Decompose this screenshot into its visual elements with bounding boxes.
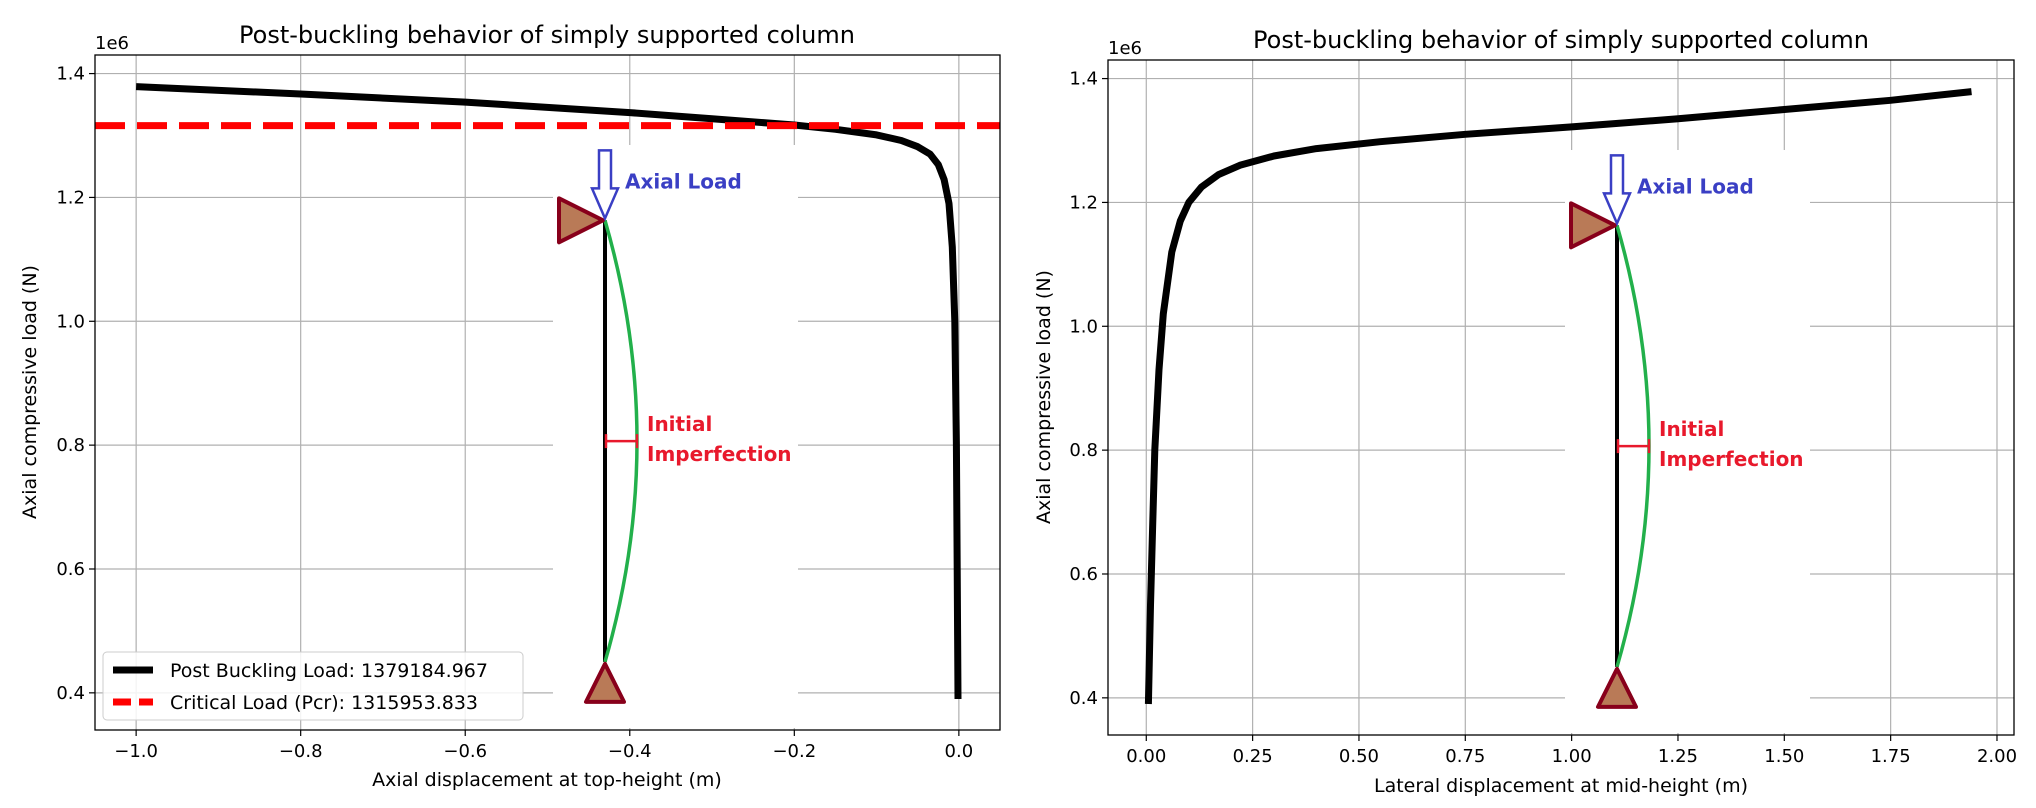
- y-tick-label: 1.2: [1069, 192, 1098, 213]
- axial-load-label: Axial Load: [625, 169, 742, 193]
- inset-background: [553, 145, 798, 728]
- imperfection-label: Initial: [1659, 417, 1724, 441]
- y-offset-label: 1e6: [1108, 38, 1142, 59]
- column-schematic-inset: Initial Imperfection Axial Load: [1565, 150, 1810, 733]
- y-offset-label: 1e6: [95, 33, 129, 54]
- x-tick-label: 1.50: [1764, 746, 1804, 767]
- y-tick-label: 0.4: [56, 683, 85, 704]
- legend: Post Buckling Load: 1379184.967 Critical…: [102, 651, 524, 721]
- x-tick-label: 0.75: [1445, 746, 1485, 767]
- x-tick-label: −1.0: [114, 741, 158, 762]
- x-tick-label: −0.6: [443, 741, 487, 762]
- ticks: −1.0 −0.8 −0.6 −0.4 −0.2 0.0 0.4 0.6 0.8 1.0 1.2 1.…: [56, 64, 973, 762]
- plot-frame: [1107, 59, 2015, 736]
- x-tick-label: −0.2: [772, 741, 816, 762]
- bottom-support-icon: [584, 661, 626, 704]
- top-support-icon: [557, 196, 605, 245]
- legend-label-critical-load: Critical Load (Pcr): 1315953.833: [170, 692, 478, 714]
- x-axis-label: Lateral displacement at mid-height (m): [1374, 775, 1748, 797]
- x-tick-label: 1.25: [1658, 746, 1698, 767]
- y-tick-label: 0.8: [56, 435, 85, 456]
- legend-frame: [102, 651, 524, 721]
- x-tick-label: 1.75: [1871, 746, 1911, 767]
- y-tick-label: 1.0: [1069, 316, 1098, 337]
- x-tick-label: 1.00: [1552, 746, 1592, 767]
- chart-left: Initial Imperfection Axial Load −1.0 −0.8 −0…: [19, 21, 1001, 791]
- axial-load-arrow-icon: [590, 149, 620, 222]
- axial-load-label: Axial Load: [1637, 174, 1754, 198]
- chart-title: Post-buckling behavior of simply support…: [1253, 26, 1869, 54]
- x-tick-label: 0.25: [1233, 746, 1273, 767]
- x-axis-label: Axial displacement at top-height (m): [372, 769, 722, 791]
- top-support-icon: [1569, 201, 1617, 250]
- ticks: 0.00 0.25 0.50 0.75 1.00 1.25 1.50 1.75 2.00 0.4 0…: [1069, 69, 2017, 767]
- y-tick-label: 1.4: [1069, 69, 1098, 90]
- y-tick-label: 0.6: [56, 559, 85, 580]
- y-tick-label: 1.0: [56, 311, 85, 332]
- x-tick-label: 0.0: [945, 741, 974, 762]
- x-tick-label: −0.4: [608, 741, 652, 762]
- x-tick-label: −0.8: [279, 741, 323, 762]
- x-tick-label: 0.50: [1339, 746, 1379, 767]
- series-group: [95, 83, 1000, 700]
- y-axis-label: Axial compressive load (N): [19, 265, 41, 519]
- x-tick-label: 0.00: [1126, 746, 1166, 767]
- axial-load-arrow-icon: [1602, 154, 1632, 227]
- series-line-post-buckling: [135, 83, 962, 700]
- y-tick-label: 0.4: [1069, 688, 1098, 709]
- imperfection-label: Imperfection: [647, 442, 792, 466]
- imperfection-label: Imperfection: [1659, 447, 1804, 471]
- series-group: [1144, 88, 1972, 705]
- y-axis-label: Axial compressive load (N): [1033, 270, 1055, 524]
- x-tick-label: 2.00: [1977, 746, 2017, 767]
- chart-title: Post-buckling behavior of simply support…: [239, 21, 855, 49]
- column-schematic-inset: Initial Imperfection Axial Load: [553, 145, 798, 728]
- inset-background: [1565, 150, 1810, 733]
- gridlines: [95, 55, 1000, 730]
- y-tick-label: 1.2: [56, 187, 85, 208]
- bottom-support-icon: [1596, 666, 1638, 709]
- y-tick-label: 0.8: [1069, 440, 1098, 461]
- y-tick-label: 0.6: [1069, 564, 1098, 585]
- series-line-post-buckling: [1144, 88, 1972, 705]
- y-tick-label: 1.4: [56, 64, 85, 85]
- imperfection-label: Initial: [647, 412, 712, 436]
- legend-label-post-buckling: Post Buckling Load: 1379184.967: [170, 660, 488, 682]
- plot-frame: [94, 54, 1001, 731]
